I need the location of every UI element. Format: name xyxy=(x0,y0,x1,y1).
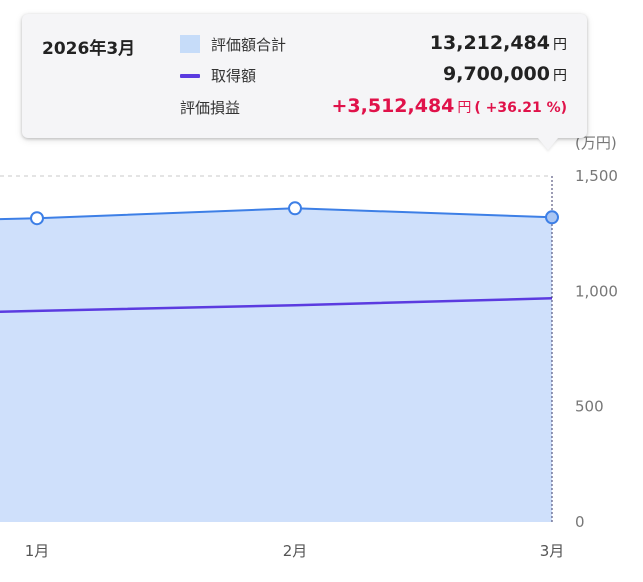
valuation-area-fill xyxy=(0,208,552,523)
series-layer xyxy=(0,176,559,523)
tooltip-row-label: 取得額 xyxy=(211,67,257,85)
valuation-data-point xyxy=(545,210,559,225)
y-tick-label: 0 xyxy=(575,513,585,531)
valuation-swatch-icon xyxy=(180,35,200,53)
valuation-data-point xyxy=(30,211,44,226)
tooltip-row-value: 9,700,000 円 xyxy=(443,63,567,85)
acquisition-swatch-icon xyxy=(180,74,200,78)
tooltip-date: 2026年3月 xyxy=(42,39,136,59)
x-tick-label: 1月 xyxy=(25,542,50,560)
currency-unit: 円 xyxy=(553,37,567,53)
tooltip-row-value: +3,512,484 円( +36.21 %) xyxy=(332,95,568,117)
valuation-series-line xyxy=(0,207,553,221)
currency-unit: 円 xyxy=(457,100,472,116)
tooltip-row-gain: 評価損益 +3,512,484 円( +36.21 %) xyxy=(180,95,568,120)
valuation-amount: 13,212,484 xyxy=(429,32,550,54)
tooltip-row-label: 評価損益 xyxy=(180,99,241,117)
acquisition-amount: 9,700,000 xyxy=(443,63,550,85)
tooltip-row-acquisition: 取得額 9,700,000 円 xyxy=(180,63,567,88)
tooltip-row-valuation: 評価額合計 13,212,484 円 xyxy=(180,32,567,57)
tooltip-row-value: 13,212,484 円 xyxy=(430,32,567,54)
x-tick-label: 3月 xyxy=(540,542,565,560)
currency-unit: 円 xyxy=(553,68,567,84)
y-tick-label: 1,000 xyxy=(575,282,618,300)
y-tick-label: 1,500 xyxy=(575,167,618,185)
acquisition-series-line xyxy=(0,297,553,314)
tooltip-pointer xyxy=(538,138,558,150)
gain-percent: ( +36.21 %) xyxy=(474,100,567,116)
label-layer: 0 500 1,000 1,500 1月 2月 3月 xyxy=(25,167,618,560)
gain-amount: +3,512,484 xyxy=(331,95,455,117)
y-tick-label: 500 xyxy=(575,398,604,416)
y-axis-unit: (万円) xyxy=(575,134,617,152)
valuation-data-point xyxy=(288,201,302,216)
data-tooltip: 2026年3月 評価額合計 13,212,484 円 取得額 9,700,000 円… xyxy=(22,14,587,138)
x-tick-label: 2月 xyxy=(283,542,308,560)
tooltip-row-label: 評価額合計 xyxy=(211,36,287,54)
